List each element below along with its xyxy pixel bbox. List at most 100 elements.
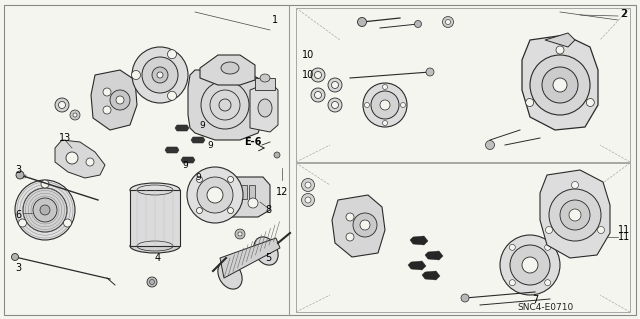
Circle shape — [569, 209, 581, 221]
Circle shape — [486, 140, 495, 150]
Bar — [130, 190, 180, 246]
Circle shape — [363, 83, 407, 127]
Circle shape — [445, 19, 451, 25]
Circle shape — [314, 92, 321, 99]
Polygon shape — [191, 137, 205, 143]
Circle shape — [55, 98, 69, 112]
Text: E-6: E-6 — [244, 137, 262, 147]
Circle shape — [461, 294, 469, 302]
Text: 12: 12 — [276, 187, 288, 197]
Circle shape — [40, 205, 50, 215]
Text: 13: 13 — [59, 133, 71, 143]
Ellipse shape — [258, 99, 272, 117]
Circle shape — [248, 198, 258, 208]
Circle shape — [305, 182, 311, 188]
Text: 1: 1 — [272, 15, 278, 25]
Polygon shape — [8, 8, 287, 312]
Circle shape — [207, 187, 223, 203]
Circle shape — [23, 188, 67, 232]
Circle shape — [509, 280, 515, 286]
Circle shape — [152, 67, 168, 83]
Circle shape — [86, 158, 94, 166]
Circle shape — [371, 91, 399, 119]
Circle shape — [168, 91, 177, 100]
Circle shape — [311, 88, 325, 102]
Circle shape — [542, 67, 578, 103]
Circle shape — [560, 200, 590, 230]
Circle shape — [301, 194, 314, 206]
Circle shape — [33, 198, 57, 222]
Text: 11: 11 — [618, 225, 630, 235]
Circle shape — [196, 208, 202, 213]
Text: 5: 5 — [265, 253, 271, 263]
Circle shape — [401, 102, 406, 108]
Bar — [249, 185, 255, 199]
Polygon shape — [226, 177, 270, 217]
Circle shape — [197, 177, 233, 213]
Circle shape — [103, 88, 111, 96]
Circle shape — [545, 280, 550, 286]
Text: 11: 11 — [618, 232, 630, 242]
Circle shape — [553, 78, 567, 92]
Circle shape — [549, 189, 601, 241]
Circle shape — [572, 182, 579, 189]
Circle shape — [305, 197, 311, 203]
Polygon shape — [545, 33, 575, 47]
Bar — [255, 78, 275, 90]
Polygon shape — [165, 147, 179, 153]
Polygon shape — [540, 170, 610, 258]
Text: 2: 2 — [621, 9, 627, 19]
Circle shape — [66, 152, 78, 164]
Polygon shape — [55, 140, 105, 178]
Circle shape — [132, 47, 188, 103]
Circle shape — [332, 101, 339, 108]
Circle shape — [116, 96, 124, 104]
Circle shape — [365, 102, 369, 108]
Text: SNC4-E0710: SNC4-E0710 — [517, 303, 573, 313]
Circle shape — [142, 57, 178, 93]
Bar — [241, 185, 247, 199]
Circle shape — [346, 213, 354, 221]
Circle shape — [73, 113, 77, 117]
Text: 3: 3 — [15, 263, 21, 273]
Circle shape — [525, 99, 534, 107]
Circle shape — [314, 71, 321, 78]
Circle shape — [196, 176, 202, 182]
Circle shape — [383, 121, 387, 125]
Circle shape — [311, 68, 325, 82]
Circle shape — [58, 101, 65, 108]
Polygon shape — [296, 163, 630, 312]
Polygon shape — [522, 35, 598, 130]
Circle shape — [168, 50, 177, 59]
Circle shape — [442, 17, 454, 27]
Circle shape — [522, 257, 538, 273]
Circle shape — [131, 70, 141, 79]
Polygon shape — [422, 271, 440, 280]
Polygon shape — [408, 261, 426, 270]
Polygon shape — [181, 157, 195, 163]
Ellipse shape — [216, 91, 244, 119]
Circle shape — [358, 18, 367, 26]
Circle shape — [426, 68, 434, 76]
Ellipse shape — [130, 183, 180, 197]
Circle shape — [586, 99, 595, 107]
Circle shape — [380, 100, 390, 110]
Circle shape — [63, 219, 72, 227]
Ellipse shape — [225, 100, 235, 110]
Circle shape — [360, 220, 370, 230]
Circle shape — [510, 245, 550, 285]
Circle shape — [328, 78, 342, 92]
Circle shape — [228, 176, 234, 182]
Circle shape — [332, 81, 339, 88]
Ellipse shape — [130, 239, 180, 253]
Circle shape — [346, 233, 354, 241]
Circle shape — [103, 106, 111, 114]
Polygon shape — [410, 236, 428, 245]
Polygon shape — [220, 238, 280, 278]
Circle shape — [150, 279, 154, 285]
Circle shape — [530, 55, 590, 115]
Text: 9: 9 — [182, 160, 188, 169]
Circle shape — [274, 152, 280, 158]
Circle shape — [147, 277, 157, 287]
Polygon shape — [332, 195, 385, 257]
